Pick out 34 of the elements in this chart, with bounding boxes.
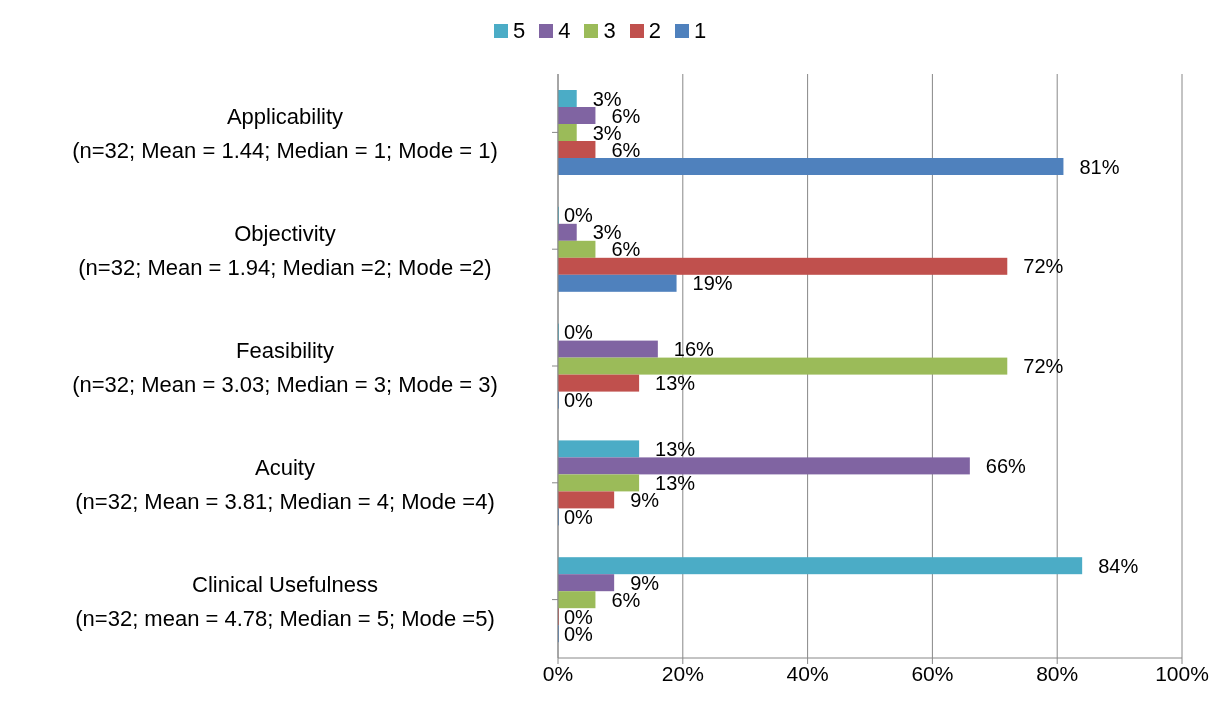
y-tick-label: Acuity (n=32; Mean = 3.81; Median = 4; Mode =4) (75, 454, 495, 514)
data-label: 72% (1023, 355, 1064, 378)
data-label: 6% (611, 238, 641, 261)
data-label: 0% (564, 204, 594, 227)
x-tick-label: 100% (1155, 661, 1209, 685)
data-label: 0% (564, 505, 594, 528)
x-tick-label: 0% (542, 661, 574, 685)
data-label: 13% (655, 471, 696, 494)
y-tick-label: Clinical Usefulness (n=32; mean = 4.78; Median = 5; Mode =5) (75, 571, 495, 631)
data-label: 81% (1079, 155, 1120, 178)
legend-label: 4 (557, 18, 571, 44)
data-label: 16% (673, 338, 715, 361)
data-label: 19% (692, 272, 733, 295)
data-label: 66% (985, 454, 1027, 477)
data-label: 0% (564, 321, 594, 344)
data-label: 84% (1098, 554, 1139, 577)
x-tick-label: 20% (661, 661, 704, 685)
data-label: 0% (564, 389, 594, 412)
legend-label: 1 (692, 18, 707, 44)
legend-label: 3 (602, 18, 616, 44)
legend-label: 2 (647, 18, 661, 44)
legend-label: 5 (511, 18, 526, 44)
x-tick-label: 60% (911, 661, 954, 685)
x-tick-label: 40% (786, 661, 829, 685)
y-tick-label: Objectivity (n=32; Mean = 1.94; Median =2; Mode =2) (78, 221, 492, 281)
y-tick-label: Feasibility (n=32; Mean = 3.03; Median = 3; Mode = 3) (72, 338, 498, 397)
data-label: 9% (630, 571, 660, 594)
data-label: 3% (592, 87, 622, 110)
data-label: 13% (655, 437, 696, 460)
x-tick-label: 80% (1036, 661, 1079, 685)
data-label: 72% (1023, 255, 1064, 278)
y-tick-label: Applicability (n=32; Mean = 1.44; Median = 1; Mode = 1) (72, 104, 498, 164)
data-label: 0% (564, 605, 594, 628)
data-label: 13% (655, 372, 696, 395)
